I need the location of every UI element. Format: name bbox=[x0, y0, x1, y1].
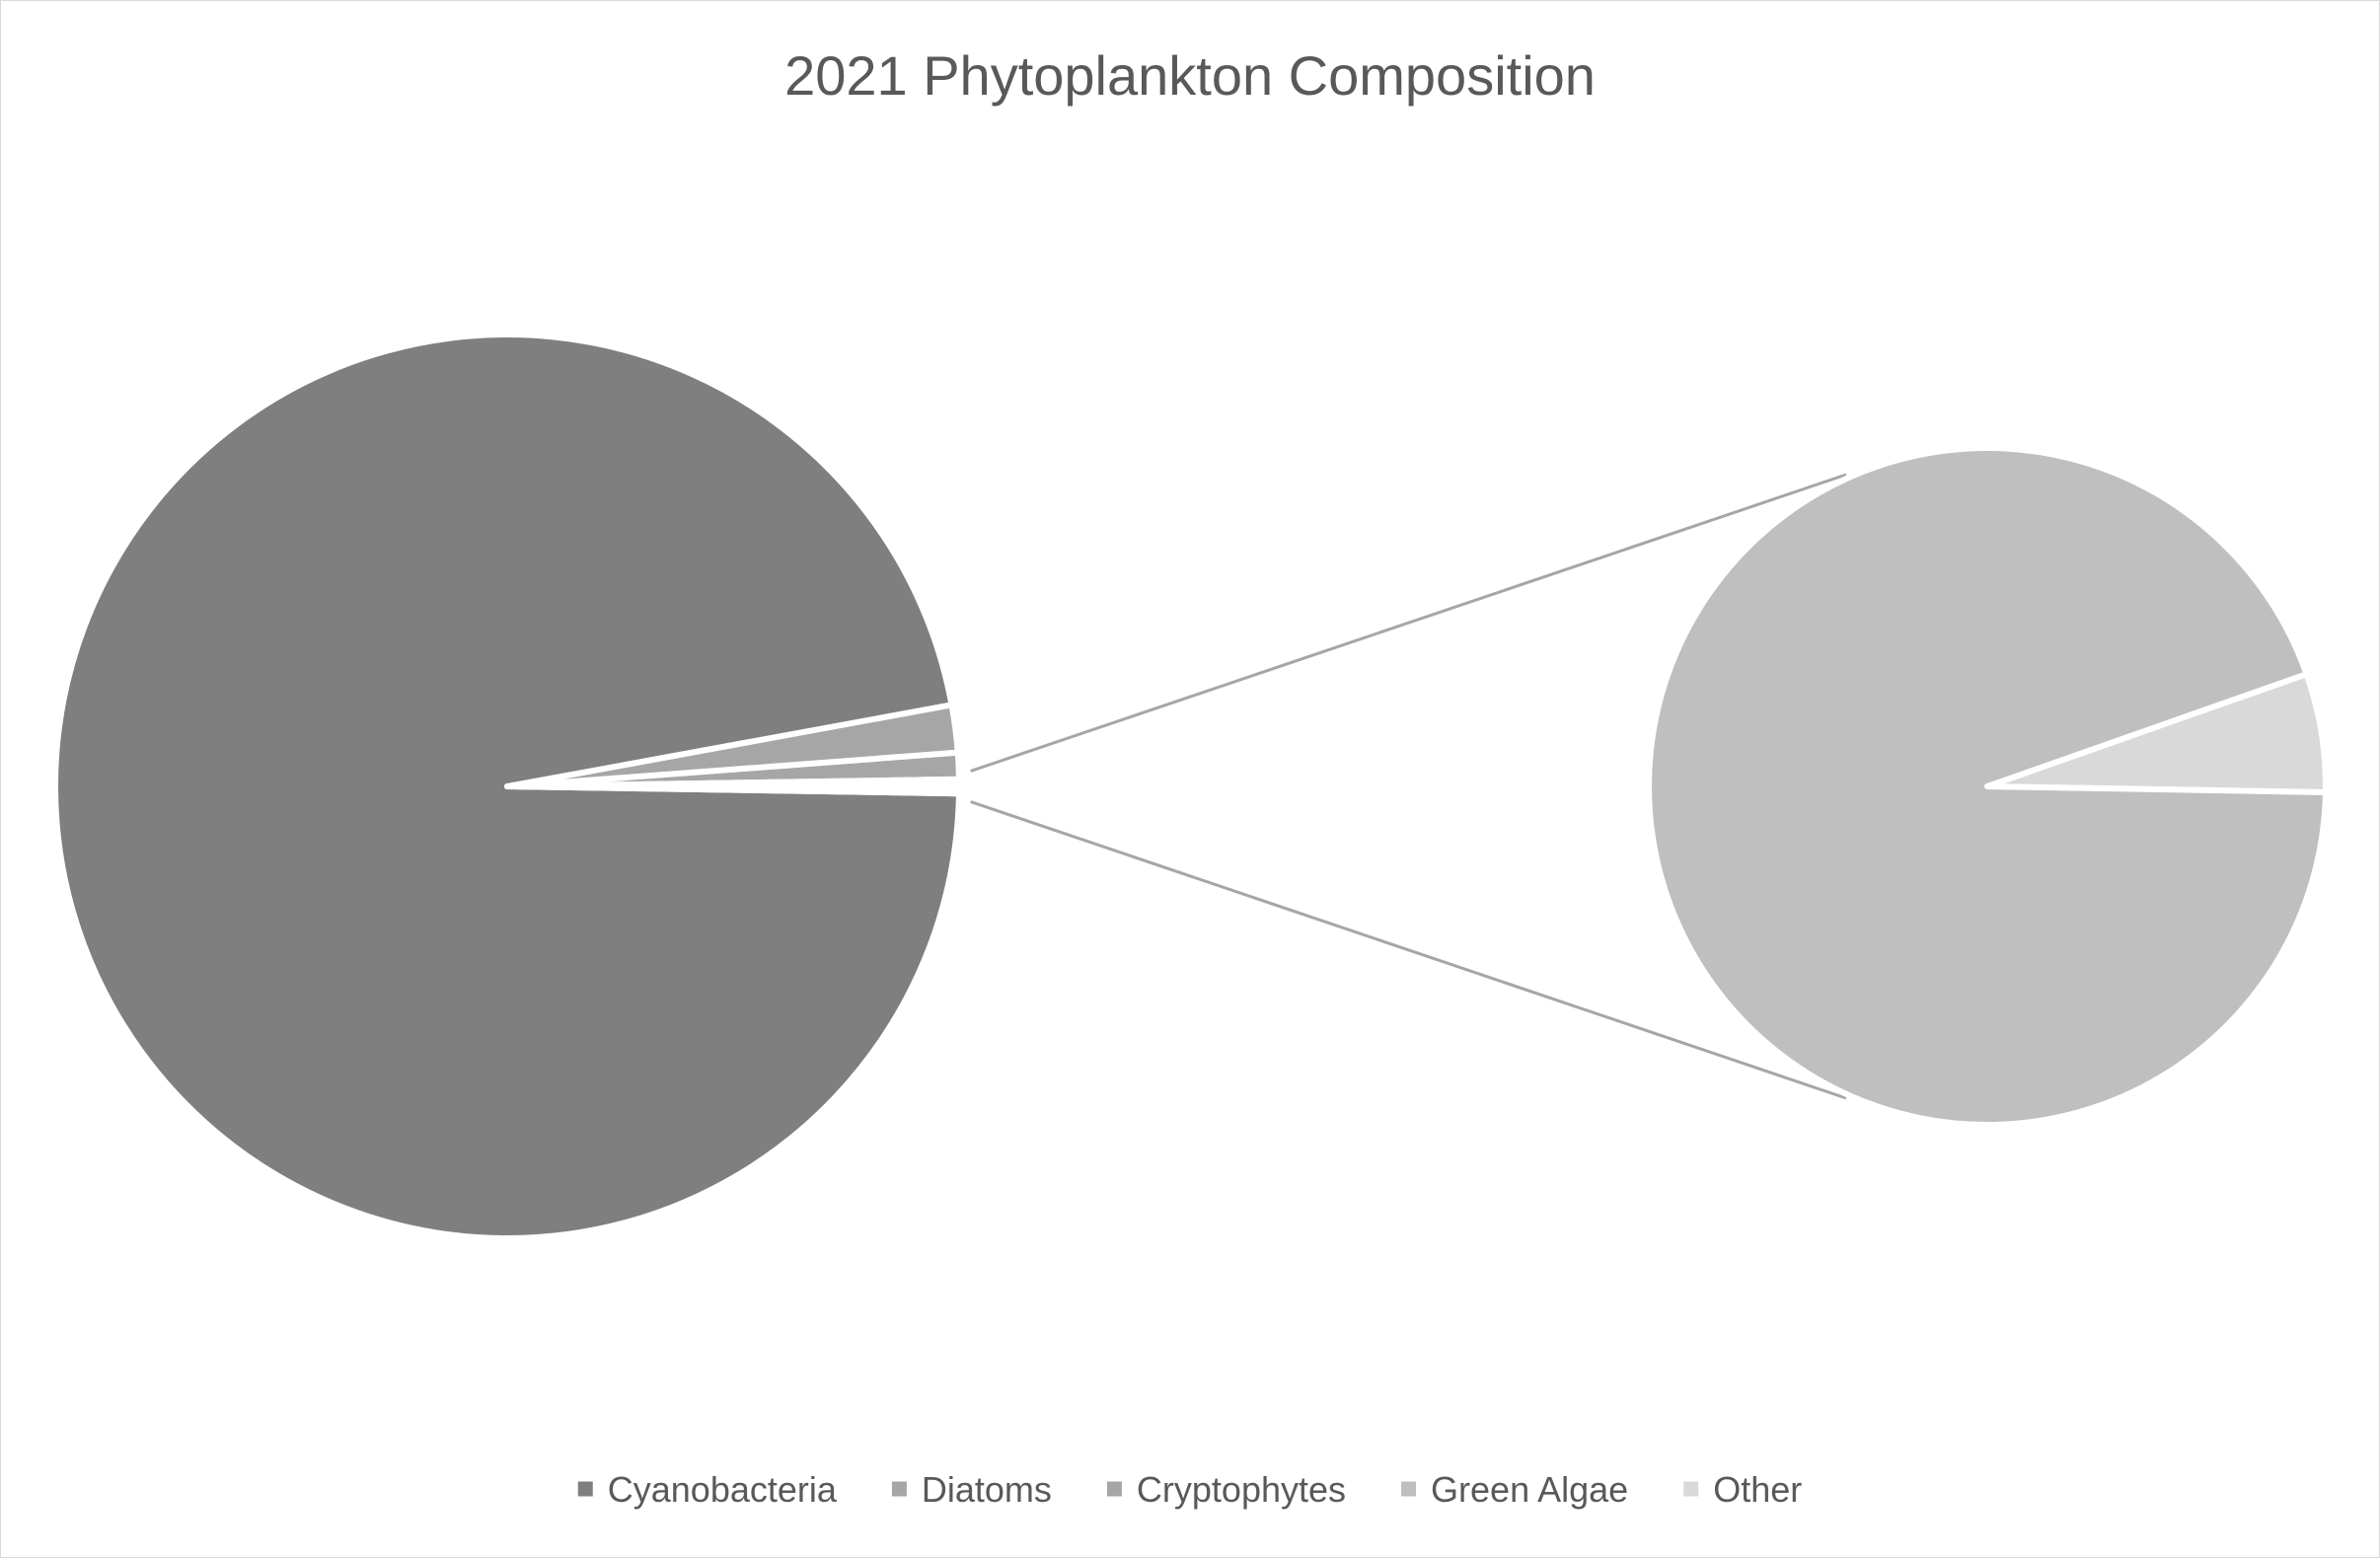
chart-title: 2021 Phytoplankton Composition bbox=[784, 44, 1596, 107]
legend-item-other: Other bbox=[1683, 1469, 1802, 1510]
legend: Cyanobacteria Diatoms Cryptophytes Green Al… bbox=[577, 1469, 1802, 1510]
primary-pie bbox=[52, 332, 962, 1241]
connector-lines bbox=[970, 473, 1847, 1100]
legend-label-other: Other bbox=[1713, 1469, 1802, 1510]
legend-item-green-algae: Green Algae bbox=[1401, 1469, 1628, 1510]
pie-slice-secondary-group bbox=[504, 776, 962, 797]
secondary-pie bbox=[1646, 445, 2329, 1128]
legend-item-cyanobacteria: Cyanobacteria bbox=[577, 1469, 838, 1510]
legend-swatch-other bbox=[1683, 1481, 1699, 1497]
legend-swatch-cryptophytes bbox=[1106, 1481, 1122, 1497]
legend-item-cryptophytes: Cryptophytes bbox=[1106, 1469, 1346, 1510]
connector-line-bottom bbox=[970, 800, 1847, 1100]
legend-swatch-diatoms bbox=[891, 1481, 907, 1497]
legend-label-cryptophytes: Cryptophytes bbox=[1137, 1469, 1346, 1510]
legend-item-diatoms: Diatoms bbox=[891, 1469, 1052, 1510]
connector-line-top bbox=[970, 473, 1847, 773]
legend-label-diatoms: Diatoms bbox=[922, 1469, 1052, 1510]
legend-label-cyanobacteria: Cyanobacteria bbox=[608, 1469, 838, 1510]
secondary-slice-green-algae bbox=[1646, 445, 2329, 1128]
legend-label-green-algae: Green Algae bbox=[1431, 1469, 1628, 1510]
legend-swatch-green-algae bbox=[1401, 1481, 1417, 1497]
legend-swatch-cyanobacteria bbox=[577, 1481, 593, 1497]
